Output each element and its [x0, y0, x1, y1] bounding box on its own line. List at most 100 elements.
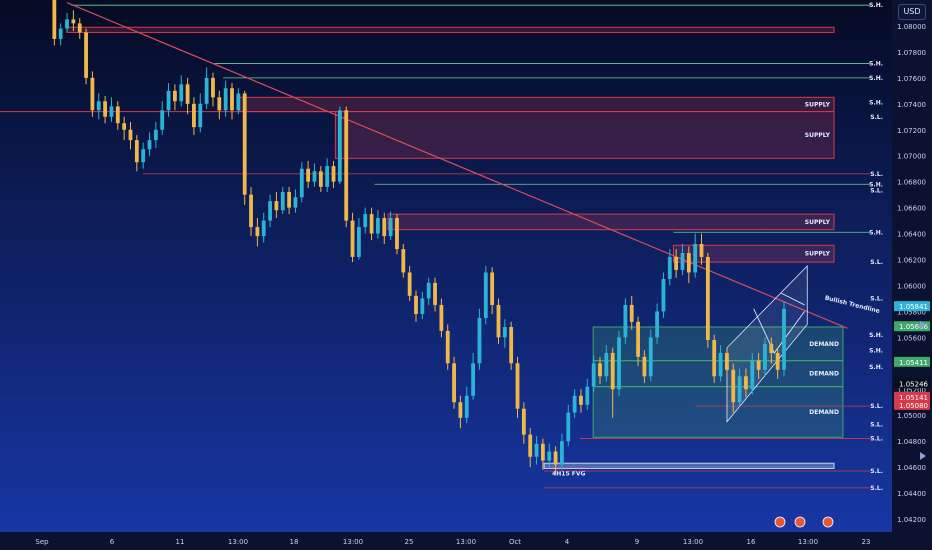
candle-body: [763, 343, 767, 370]
candle-body: [211, 77, 215, 98]
swing-low-label: S.L.: [870, 468, 883, 475]
candle-body: [579, 395, 583, 405]
candles-layer: [52, 0, 786, 474]
candle-body: [312, 171, 317, 182]
candle-body: [337, 110, 342, 182]
demand-zone: [592, 360, 844, 388]
candle-body: [395, 217, 399, 250]
candle-body: [160, 110, 165, 130]
price-tick-label: 1.05600: [897, 334, 926, 342]
candle-body: [128, 129, 133, 141]
price-tick-label: 1.05200: [897, 386, 926, 394]
swing-high-label: S.H.: [869, 2, 883, 9]
candle-body: [648, 337, 653, 377]
price-axis[interactable]: 1.08000 1.07800 1.07600 1.07400 1.07200 1.070…: [892, 0, 932, 550]
price-tick-label: 1.07200: [897, 127, 926, 135]
supply-zone: [66, 26, 835, 33]
candle-body: [179, 84, 184, 102]
demand-zone: [592, 326, 844, 362]
candle-body: [502, 326, 507, 338]
currency-label: USD: [903, 7, 921, 16]
price-badge-label: 1.05141: [899, 394, 928, 402]
candle-body: [528, 434, 533, 457]
candle-body: [153, 129, 158, 141]
candle-body: [172, 90, 177, 102]
candle-body: [198, 103, 203, 128]
candle-body: [509, 326, 514, 364]
price-tick-label: 1.06400: [897, 231, 926, 239]
fvg-zone-label: 4H15 FVG: [552, 470, 585, 477]
candle-body: [401, 249, 406, 273]
time-tick-label: 13:00: [228, 538, 248, 546]
scroll-right-icon[interactable]: [920, 452, 926, 460]
candle-body: [414, 295, 418, 315]
candle-body: [293, 197, 298, 208]
candle-body: [318, 171, 323, 187]
candle-body: [255, 227, 260, 237]
candle-body: [71, 19, 76, 24]
candle-body: [122, 123, 127, 130]
price-tick-label: 1.06600: [897, 205, 926, 213]
candle-body: [52, 0, 57, 39]
candle-body: [223, 88, 228, 111]
candle-body: [667, 256, 672, 279]
event-icon[interactable]: [822, 516, 834, 528]
zones-layer: SUPPLY SUPPLY SUPPLY SUPPLY DEMAND DEMAND DEMA…: [66, 26, 844, 477]
candle-body: [477, 317, 482, 364]
time-tick-label: 4: [565, 538, 570, 546]
candle-body: [65, 19, 69, 29]
swing-high-label: S.H.: [869, 347, 883, 354]
time-tick-label: 13:00: [456, 538, 476, 546]
price-badge: [894, 399, 930, 410]
fvg-zone: [543, 462, 835, 469]
time-tick-label: 16: [747, 538, 756, 546]
price-tick-label: 1.04400: [897, 490, 926, 498]
candle-body: [629, 304, 634, 322]
supply-zone: [238, 96, 835, 113]
candle-body: [553, 451, 558, 465]
candle-body: [261, 220, 266, 237]
time-axis[interactable]: Sep 6 11 13:00 18 13:00 25 13:00 Oct 4 9 13:00 16 13:…: [0, 516, 892, 550]
time-tick-label: 13:00: [343, 538, 363, 546]
time-tick-label: 6: [110, 538, 115, 546]
candle-body: [496, 304, 501, 338]
candle-body: [724, 352, 729, 370]
flash-icon[interactable]: [774, 516, 786, 528]
swing-low-label: S.L.: [870, 421, 883, 428]
candle-body: [674, 256, 679, 270]
candle-body: [230, 88, 234, 111]
candle-body: [680, 253, 685, 270]
price-tick-label: 1.05000: [897, 412, 926, 420]
candle-body: [604, 352, 609, 377]
candle-body: [103, 101, 108, 117]
event-icon[interactable]: [794, 516, 806, 528]
candle-body: [591, 363, 596, 387]
price-tick-label: 1.04200: [897, 516, 926, 524]
price-tick-label: 1.07600: [897, 75, 926, 83]
swing-low-label: S.L.: [870, 436, 883, 443]
currency-button[interactable]: USD: [898, 4, 926, 20]
candle-body: [242, 93, 247, 195]
candle-body: [585, 386, 590, 405]
scroll-right-icon-2[interactable]: [920, 321, 926, 329]
price-tick-label: 1.04800: [897, 438, 926, 446]
swing-high-label: S.H.: [869, 61, 883, 68]
price-tick-label: 1.06000: [897, 282, 926, 290]
candle-body: [306, 168, 311, 182]
supply-zone: [387, 213, 835, 231]
candle-body: [147, 140, 152, 150]
candle-body: [388, 217, 393, 237]
candle-body: [166, 90, 171, 111]
price-badge: [894, 391, 930, 402]
candle-body: [141, 149, 146, 163]
candle-body: [77, 23, 82, 33]
price-tick-label: 1.05800: [897, 308, 926, 316]
candle-body: [350, 220, 355, 257]
demand-zone-label: DEMAND: [809, 341, 839, 348]
candle-body: [718, 352, 723, 377]
candle-body: [369, 214, 374, 234]
candle-body: [744, 376, 748, 390]
